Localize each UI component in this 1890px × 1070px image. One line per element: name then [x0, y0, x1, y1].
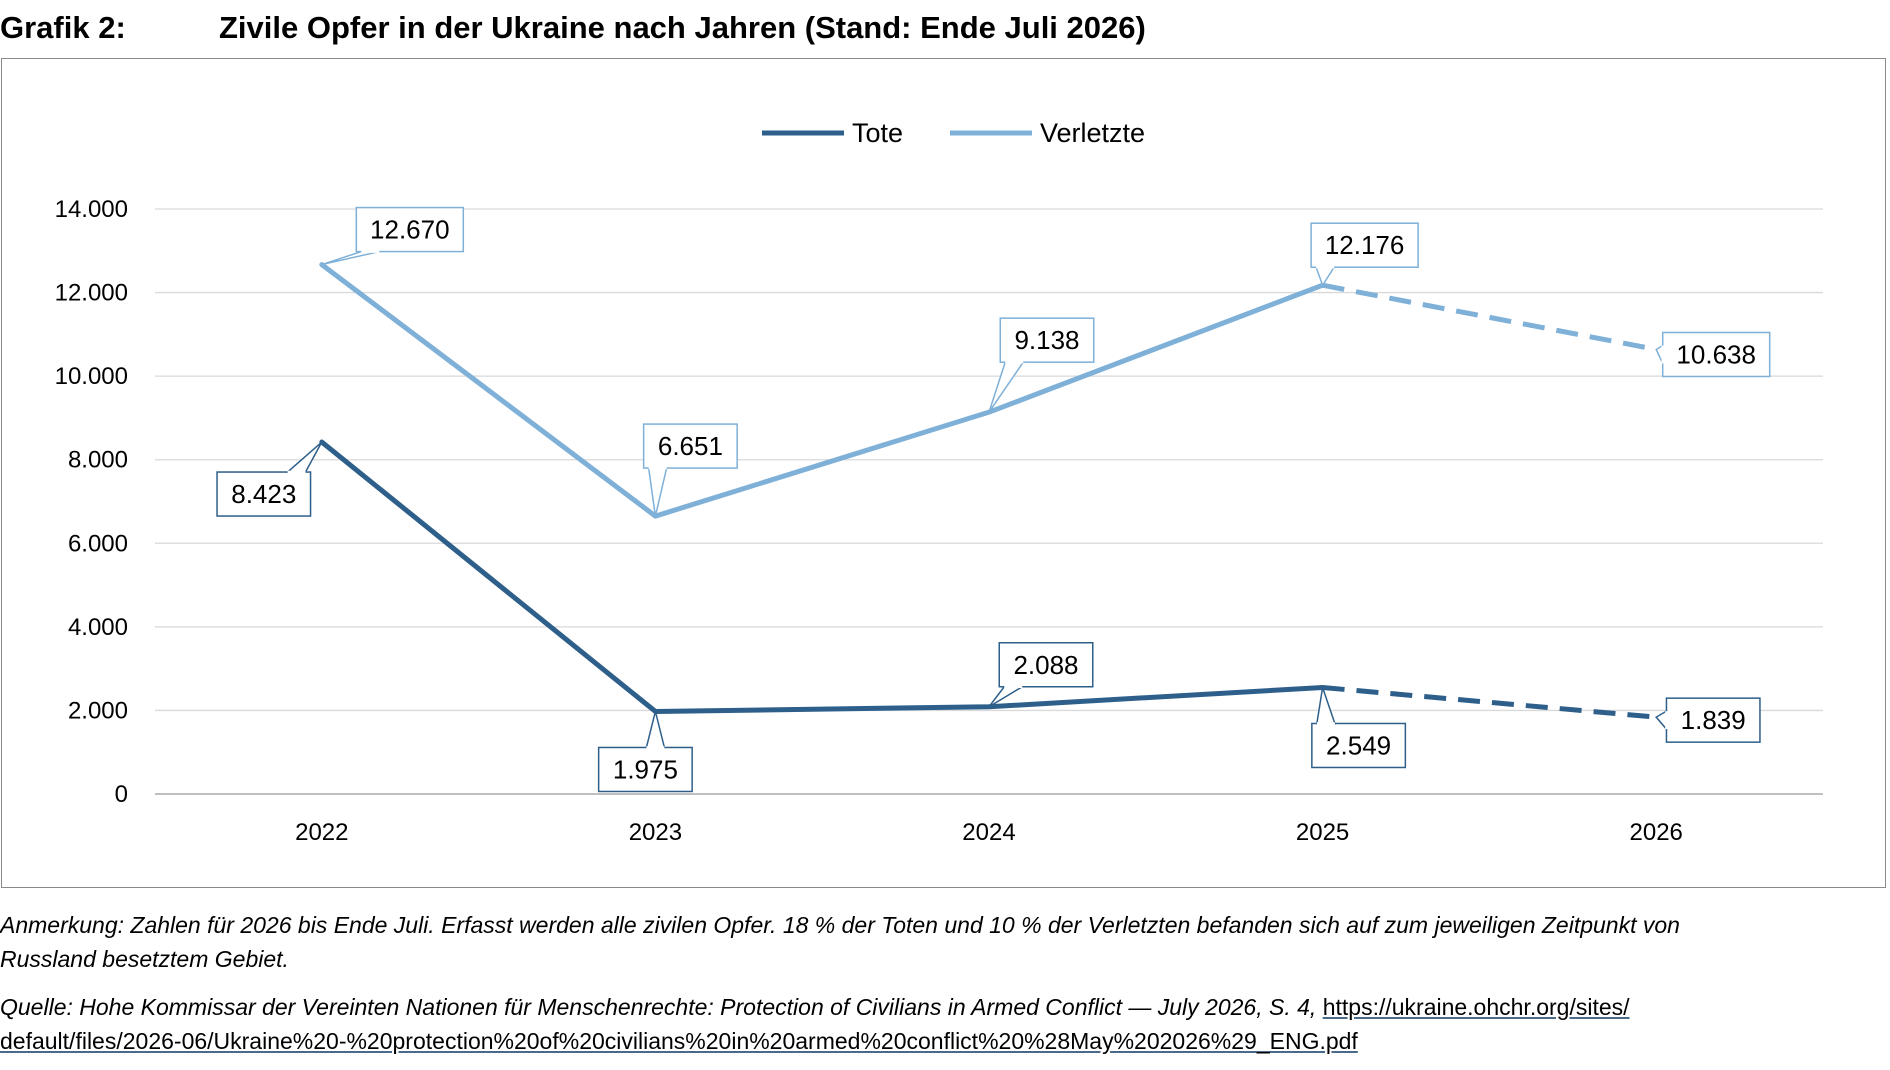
source-link-part-2[interactable]: default/files/2026-06/Ukraine%20-%20prot… — [0, 1028, 1358, 1054]
x-tick-label: 2022 — [295, 819, 348, 846]
series-line-verletzte-projected — [1322, 282, 1657, 352]
data-label-pointer — [647, 467, 668, 517]
data-label-box — [1661, 331, 1771, 378]
data-label-text: 10.638 — [1676, 339, 1756, 369]
footnote-source: Quelle: Hohe Kommissar der Vereinten Nat… — [0, 990, 1890, 1058]
figure-heading: Grafik 2: Zivile Opfer in der Ukraine na… — [0, 8, 1890, 48]
data-label-pointer — [645, 711, 666, 749]
data-label-text: 12.670 — [370, 215, 450, 245]
x-tick-label: 2023 — [629, 819, 682, 846]
data-label: 6.651 — [642, 423, 738, 517]
footnote-note: Anmerkung: Zahlen für 2026 bis Ende Juli… — [0, 908, 1890, 976]
series-lines — [319, 262, 1657, 720]
source-link-part-1[interactable]: https://ukraine.ohchr.org/sites/ — [1322, 994, 1630, 1020]
series-line-tote-projected — [1322, 684, 1657, 720]
data-label-box — [1311, 722, 1407, 769]
data-label-pointer — [321, 250, 380, 266]
gridlines — [155, 208, 1823, 795]
series-line-tote-solid — [319, 439, 1326, 714]
data-label-text: 6.651 — [658, 431, 723, 461]
data-label-text: 2.088 — [1013, 650, 1078, 680]
data-label-text: 1.839 — [1681, 705, 1746, 735]
data-label: 10.638 — [1655, 331, 1771, 378]
x-axis: 2022 2023 2024 2025 2026 — [295, 819, 1683, 846]
data-label-box — [998, 642, 1094, 688]
data-label: 1.975 — [597, 711, 693, 793]
y-tick-label: 10.000 — [55, 363, 128, 390]
chart-title: Zivile Opfer in der Ukraine nach Jahren … — [219, 10, 1146, 45]
data-label-pointer — [1655, 709, 1668, 732]
x-tick-label: 2024 — [962, 819, 1015, 846]
legend-label-verletzte: Verletzte — [1040, 118, 1145, 148]
legend-label-tote: Tote — [852, 118, 903, 148]
y-tick-label: 12.000 — [55, 280, 128, 307]
y-tick-label: 4.000 — [68, 614, 128, 641]
y-tick-label: 14.000 — [55, 196, 128, 223]
note-line-2: Russland besetztem Gebiet. — [0, 946, 289, 972]
x-tick-label: 2026 — [1630, 819, 1683, 846]
chart-frame — [1, 58, 1886, 888]
y-tick-label: 8.000 — [68, 447, 128, 474]
data-label: 12.670 — [321, 206, 465, 266]
source-line-2: default/files/2026-06/Ukraine%20-%20prot… — [0, 1024, 1890, 1058]
data-label-text: 9.138 — [1014, 325, 1079, 355]
data-label: 9.138 — [988, 317, 1095, 413]
data-label-box — [355, 206, 465, 253]
data-label-text: 8.423 — [231, 479, 296, 509]
source-line-1: Quelle: Hohe Kommissar der Vereinten Nat… — [0, 990, 1890, 1024]
x-tick-label: 2025 — [1296, 819, 1349, 846]
data-label: 2.088 — [988, 642, 1094, 708]
note-line-1: Anmerkung: Zahlen für 2026 bis Ende Juli… — [0, 912, 1680, 938]
data-label-box — [216, 471, 312, 517]
data-label-box — [999, 317, 1095, 363]
data-label: 1.839 — [1655, 697, 1761, 743]
data-label-pointer — [1315, 266, 1336, 287]
data-label: 8.423 — [216, 441, 323, 517]
data-label: 12.176 — [1310, 222, 1419, 287]
series-line-verletzte-solid — [319, 262, 1326, 519]
data-label-box — [597, 746, 693, 793]
data-label: 2.549 — [1311, 687, 1407, 769]
data-label-text: 1.975 — [613, 754, 678, 784]
data-labels: 8.423 1.975 2.088 2.549 1.839 12.670 6.651 9.13… — [216, 206, 1771, 793]
data-label-pointer — [1315, 687, 1336, 725]
y-axis: 0 2.000 4.000 6.000 8.000 10.000 12.000 14.000 — [55, 196, 128, 808]
legend: Tote Verletzte — [762, 118, 1145, 148]
y-tick-label: 6.000 — [68, 530, 128, 557]
y-tick-label: 0 — [115, 781, 128, 808]
line-chart: 02.0004.0006.0008.00010.00012.00014.000 … — [55, 118, 1823, 846]
data-label-pointer — [285, 441, 323, 473]
data-label-text: 2.549 — [1326, 730, 1391, 760]
data-label-text: 12.176 — [1325, 230, 1405, 260]
source-text: Quelle: Hohe Kommissar der Vereinten Nat… — [0, 994, 1323, 1020]
data-label-box — [1310, 222, 1419, 268]
y-tick-label: 2.000 — [68, 697, 128, 724]
data-label-box — [642, 423, 738, 469]
data-label-box — [1665, 697, 1761, 743]
figure-number: Grafik 2: — [0, 10, 126, 45]
